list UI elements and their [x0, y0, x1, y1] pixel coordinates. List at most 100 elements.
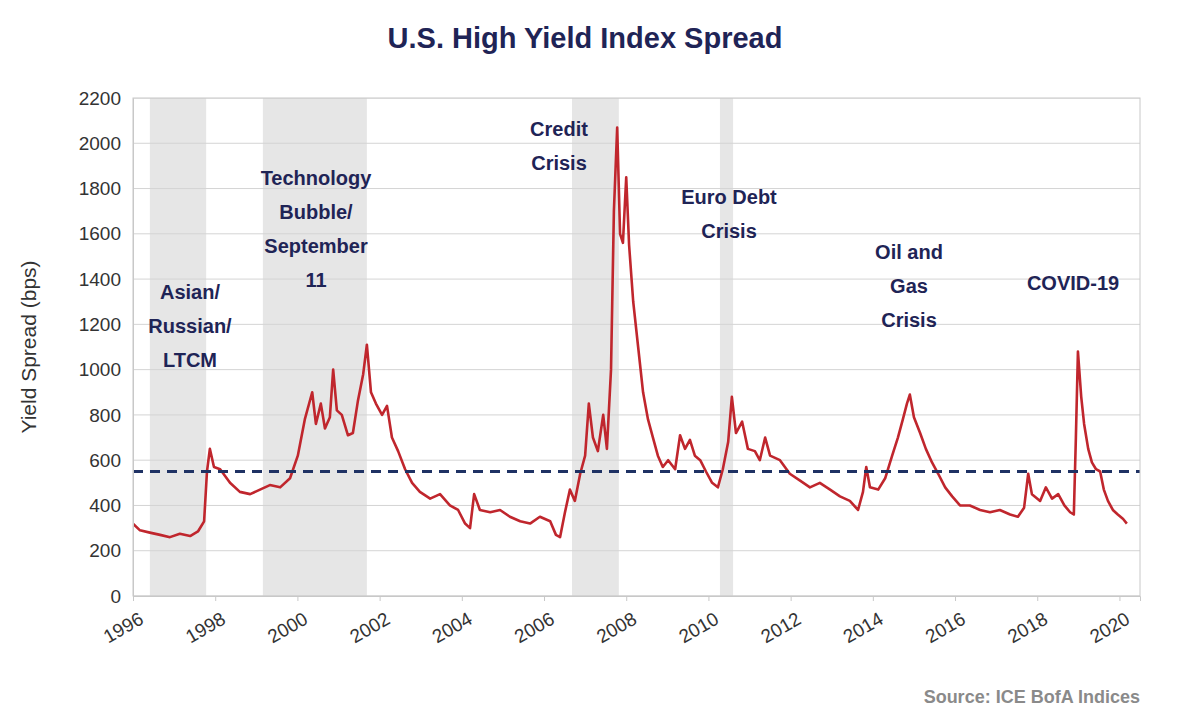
y-tick-label: 2000 — [79, 133, 121, 154]
y-tick-label: 1600 — [79, 223, 121, 244]
annotation-line: LTCM — [163, 349, 217, 371]
y-tick-label: 400 — [89, 495, 121, 516]
x-tick-label: 2000 — [264, 608, 311, 647]
average-line — [133, 470, 1140, 473]
annotation: Asian/Russian/LTCM — [148, 281, 232, 371]
x-tick-label: 2014 — [840, 608, 887, 648]
x-tick-mark — [462, 596, 463, 601]
annotation-line: Gas — [890, 275, 928, 297]
annotation-line: Russian/ — [148, 315, 232, 337]
annotation-line: Technology — [261, 167, 373, 189]
annotation-line: September — [264, 235, 368, 257]
y-axis-line — [133, 99, 134, 597]
y-tick: 400 — [89, 495, 133, 516]
x-tick-label: 2002 — [346, 608, 393, 647]
annotation: Technology Bubble/September 11 — [261, 167, 373, 291]
x-tick-mark — [380, 596, 381, 601]
x-tick-mark — [791, 596, 792, 601]
x-tick: 2004 — [429, 596, 476, 647]
x-tick-mark — [215, 596, 216, 601]
x-tick: 2002 — [346, 596, 393, 647]
x-tick-mark — [133, 596, 134, 601]
crisis-band — [150, 98, 206, 596]
x-tick: 1996 — [100, 596, 147, 647]
y-tick: 600 — [89, 450, 133, 471]
grid-line — [133, 279, 1140, 280]
y-tick-label: 1000 — [79, 359, 121, 380]
x-tick-label: 1996 — [100, 608, 147, 647]
annotation-line: Credit — [530, 118, 588, 140]
x-tick-label: 2006 — [511, 608, 558, 647]
y-tick-label: 2200 — [79, 88, 121, 109]
x-tick-label: 2020 — [1086, 608, 1133, 647]
annotation-line: Crisis — [701, 220, 757, 242]
x-tick: 2016 — [922, 596, 969, 647]
annotation: COVID-19 — [1027, 272, 1119, 294]
y-tick-label: 600 — [89, 450, 121, 471]
x-tick: 2006 — [511, 596, 558, 647]
x-tick: 1998 — [182, 596, 229, 647]
annotation-line: Crisis — [881, 309, 937, 331]
x-tick-label: 2008 — [593, 608, 640, 647]
x-axis-line — [134, 597, 1141, 602]
annotation-line: 11 — [305, 269, 326, 291]
annotation: Credit Crisis — [530, 118, 588, 174]
y-tick: 2000 — [79, 133, 133, 154]
annotation-line: Bubble/ — [279, 201, 353, 223]
y-tick: 1800 — [79, 178, 133, 199]
annotation-line: Oil and — [875, 241, 943, 263]
x-tick-mark — [1037, 596, 1038, 601]
annotation-line: Crisis — [531, 152, 587, 174]
x-tick-mark — [626, 596, 627, 601]
x-tick-label: 2012 — [757, 608, 804, 647]
x-tick-label: 2018 — [1004, 608, 1051, 647]
y-axis: 0 200 400 600 800 1000 1200 1400 1600 1800 2000 220… — [79, 88, 134, 607]
grid-line — [133, 550, 1140, 551]
plot-area — [133, 98, 1140, 596]
x-tick-mark — [544, 596, 545, 601]
x-tick-mark — [873, 596, 874, 601]
x-tick-mark — [297, 596, 298, 601]
annotation-line: COVID-19 — [1027, 272, 1119, 294]
crisis-band — [720, 98, 733, 596]
x-tick: 2014 — [840, 596, 887, 647]
y-tick-label: 1200 — [79, 314, 121, 335]
x-tick-mark — [955, 596, 956, 601]
annotation-line: Asian/ — [160, 281, 220, 303]
x-tick-label: 1998 — [182, 608, 229, 647]
y-tick: 200 — [89, 540, 133, 561]
source-note: Source: ICE BofA Indices — [924, 687, 1140, 707]
spread-line — [133, 127, 1127, 537]
y-tick-label: 1400 — [79, 269, 121, 290]
y-tick: 0 — [110, 586, 133, 607]
annotation: Oil and Gas Crisis — [875, 241, 943, 331]
y-tick-label: 200 — [89, 540, 121, 561]
x-tick: 2020 — [1086, 596, 1133, 647]
x-tick-label: 2010 — [675, 608, 722, 647]
x-tick-mark — [708, 596, 709, 601]
x-tick-label: 2004 — [429, 608, 476, 648]
annotation-line: Euro Debt — [681, 186, 777, 208]
grid-line — [133, 505, 1140, 506]
y-tick: 1000 — [79, 359, 133, 380]
y-tick-label: 0 — [110, 586, 121, 607]
y-tick-label: 1800 — [79, 178, 121, 199]
y-axis-title: Yield Spread (bps) — [17, 260, 40, 433]
grid-line — [133, 369, 1140, 370]
y-tick-label: 800 — [89, 404, 121, 425]
y-tick: 1400 — [79, 269, 133, 290]
grid-line — [133, 143, 1140, 144]
y-tick: 800 — [89, 404, 133, 425]
x-tick: 2010 — [675, 596, 722, 647]
x-tick: 2018 — [1004, 596, 1051, 647]
x-tick: 2008 — [593, 596, 640, 647]
grid-line — [133, 414, 1140, 415]
y-tick: 1200 — [79, 314, 133, 335]
x-axis: 1996 1998 2000 2002 2004 2006 2008 2010 2012 2014… — [100, 596, 1141, 647]
title: U.S. High Yield Index Spread — [388, 22, 783, 54]
y-tick: 1600 — [79, 223, 133, 244]
y-tick: 2200 — [79, 88, 133, 109]
x-tick-mark — [1119, 596, 1120, 601]
plot-frame — [133, 98, 1140, 596]
annotation: Euro Debt Crisis — [681, 186, 777, 242]
